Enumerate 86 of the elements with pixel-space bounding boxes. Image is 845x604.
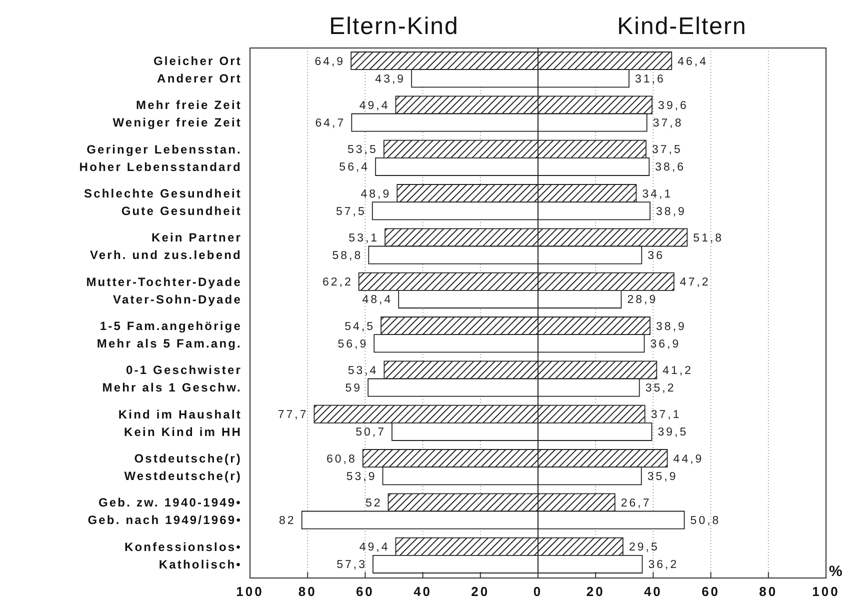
data-label: 53,4 (348, 364, 378, 377)
data-label: 58,8 (332, 250, 363, 262)
x-tick-label: 20 (471, 584, 490, 599)
x-tick-label: 60 (702, 584, 720, 599)
y-tick-label: Weniger freie Zeit (112, 116, 242, 130)
x-tick-label: 40 (414, 584, 432, 599)
data-label: 37,1 (650, 409, 682, 422)
x-tick-label: 0 (533, 584, 543, 599)
data-label: 29,5 (628, 542, 660, 554)
data-label: 48,4 (362, 294, 393, 306)
data-label: 57,3 (336, 559, 367, 572)
data-label: 34,1 (642, 188, 673, 200)
data-label: 43,9 (375, 73, 406, 86)
data-label: 59 (345, 382, 362, 395)
y-tick-label: Westdeutsche(r) (124, 469, 242, 484)
y-tick-label: Geringer Lebensstan. (86, 142, 242, 156)
data-label: 35,2 (645, 382, 676, 395)
data-label: 62,2 (322, 276, 353, 289)
data-label: 53,9 (346, 470, 377, 483)
x-tick-label: 80 (298, 584, 317, 599)
data-label: 36,9 (650, 338, 681, 350)
x-tick-label: 40 (644, 584, 662, 599)
data-label: 44,9 (673, 453, 704, 466)
y-tick-label: Konfessionslos• (124, 540, 242, 554)
data-label: 53,5 (348, 144, 378, 156)
data-label: 41,2 (662, 364, 694, 377)
data-label: 60,8 (326, 453, 357, 466)
y-tick-label: Schlechte Gesundheit (84, 186, 242, 200)
data-label: 54,5 (344, 320, 376, 333)
data-label: 46,4 (678, 56, 708, 68)
y-tick-label: Hoher Lebensstandard (79, 160, 242, 174)
data-label: 36 (648, 250, 664, 262)
x-tick-label: 80 (759, 584, 778, 599)
data-label: 49,4 (359, 100, 390, 112)
y-tick-label: Gute Gesundheit (121, 204, 242, 218)
y-tick-label: Ostdeutsche(r) (134, 451, 242, 466)
data-label: 37,5 (652, 144, 682, 156)
data-label: 35,9 (647, 470, 678, 483)
data-label: 38,9 (656, 320, 686, 333)
data-label: 77,7 (278, 409, 308, 422)
data-label: 36,2 (648, 559, 679, 572)
x-tick-label: 100 (236, 584, 264, 599)
y-tick-label: Mutter-Tochter-Dyade (86, 274, 242, 289)
y-tick-label: 0-1 Geschwister (126, 363, 242, 378)
data-label: 50,7 (356, 426, 386, 439)
y-tick-label: Katholisch• (158, 557, 242, 572)
data-label: 50,8 (690, 515, 721, 528)
x-axis-title: % (829, 563, 842, 580)
y-tick-label: Kein Partner (151, 230, 242, 245)
data-label: 28,9 (627, 294, 658, 306)
y-tick-label: Geb. nach 1949/1969• (88, 513, 242, 528)
y-tick-label: Geb. zw. 1940-1949• (98, 496, 242, 510)
y-tick-label: Anderer Ort (157, 72, 242, 86)
data-label: 49,4 (359, 542, 390, 554)
x-tick-label: 60 (356, 584, 374, 599)
chart-title: Eltern-Kind (329, 13, 459, 40)
data-label: 47,2 (680, 276, 710, 289)
data-label: 57,5 (336, 206, 366, 218)
x-tick-label: 20 (586, 584, 605, 599)
y-tick-label: Mehr freie Zeit (136, 98, 242, 112)
data-label: 64,9 (314, 56, 346, 68)
data-label: 37,8 (652, 118, 684, 130)
y-tick-label: Verh. und zus.lebend (90, 248, 242, 262)
data-label: 48,9 (360, 188, 392, 200)
data-label: 56,4 (339, 162, 370, 174)
data-label: 64,7 (315, 118, 346, 130)
y-tick-label: Mehr als 1 Geschw. (102, 380, 242, 395)
data-label: 51,8 (693, 232, 724, 244)
x-tick-label: 100 (812, 584, 840, 599)
data-label: 56,9 (338, 338, 368, 350)
chart-title: Kind-Eltern (617, 13, 747, 40)
data-label: 53,1 (348, 232, 380, 244)
data-label: 31,6 (635, 73, 666, 86)
y-tick-label: Kind im Haushalt (118, 407, 242, 422)
data-label: 38,6 (655, 162, 686, 174)
data-label: 39,6 (658, 100, 688, 112)
y-tick-label: Kein Kind im HH (124, 424, 242, 439)
data-label: 26,7 (620, 497, 652, 510)
y-tick-label: Vater-Sohn-Dyade (113, 292, 242, 306)
data-label: 52 (365, 497, 382, 510)
data-label: 82 (279, 515, 296, 528)
data-label: 38,9 (656, 206, 686, 218)
y-tick-label: 1-5 Fam.angehörige (100, 318, 242, 333)
y-tick-label: Mehr als 5 Fam.ang. (96, 336, 242, 351)
data-label: 39,5 (658, 426, 688, 439)
y-tick-label: Gleicher Ort (153, 54, 242, 68)
